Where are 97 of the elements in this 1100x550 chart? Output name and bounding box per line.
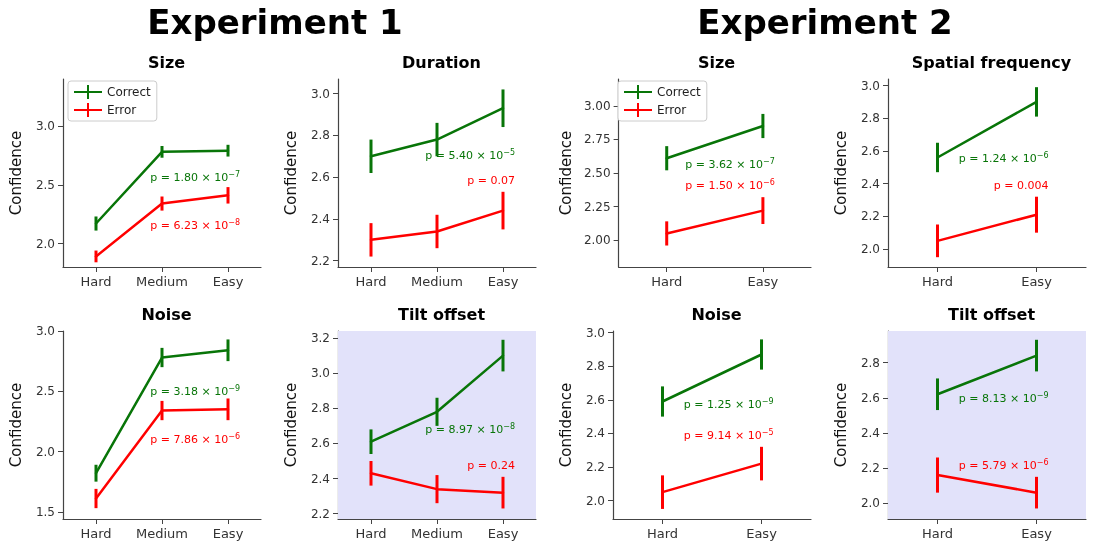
annotation: p = 1.25 × 10$^{−9}$ — [683, 396, 774, 411]
x-tick-label: Hard — [80, 274, 112, 289]
x-tick-label: Medium — [136, 526, 188, 541]
y-axis-title: Confidence — [831, 130, 850, 216]
x-tick-label: Easy — [747, 274, 779, 289]
chart-title: Duration — [402, 52, 481, 72]
y-axis-title: Confidence — [281, 382, 300, 468]
y-axis-title: Confidence — [281, 130, 300, 216]
y-tick-label: 2.00 — [583, 233, 611, 248]
y-tick-label: 2.0 — [860, 496, 880, 511]
y-tick-label: 1.5 — [35, 504, 55, 519]
chart-title: Size — [697, 52, 736, 72]
y-tick-label: 3.0 — [310, 366, 330, 381]
y-tick-label: 2.8 — [310, 401, 330, 416]
x-tick-label: Medium — [136, 274, 188, 289]
x-tick-label: Easy — [1021, 526, 1053, 541]
annotation: p = 6.23 × 10$^{−8}$ — [150, 217, 240, 233]
x-tick-label: Hard — [646, 526, 679, 541]
y-tick-label: 2.2 — [310, 253, 330, 268]
y-tick-label: 2.75 — [583, 132, 611, 147]
y-tick-label: 2.6 — [860, 143, 880, 158]
x-tick-label: Easy — [1021, 274, 1053, 289]
y-tick-label: 2.6 — [310, 170, 330, 185]
y-tick-label: 3.0 — [310, 86, 330, 101]
x-tick-label: Hard — [80, 526, 112, 541]
y-tick-label: 2.50 — [583, 166, 611, 180]
legend-label: Correct — [657, 85, 702, 99]
x-tick-label: Easy — [212, 526, 244, 541]
y-tick-label: 2.6 — [310, 436, 330, 451]
annotation: p = 1.80 × 10$^{−7}$ — [150, 169, 240, 185]
y-tick-label: 2.4 — [310, 471, 330, 486]
annotation: p = 7.86 × 10$^{−6}$ — [150, 431, 240, 446]
y-axis-title: Confidence — [6, 382, 25, 468]
y-tick-label: 2.2 — [310, 506, 330, 521]
legend-label: Error — [107, 103, 137, 117]
annotation: p = 0.004 — [993, 178, 1049, 192]
annotation: p = 3.18 × 10$^{−9}$ — [150, 383, 240, 398]
y-tick-label: 2.4 — [585, 426, 605, 441]
x-tick-label: Medium — [411, 526, 463, 541]
text: Experiment 2 — [696, 2, 954, 42]
annotation: p = 8.13 × 10$^{−9}$ — [958, 390, 1049, 406]
y-tick-label: 2.25 — [583, 199, 611, 214]
y-tick-label: 3.0 — [35, 324, 55, 338]
x-tick-label: Easy — [487, 274, 519, 289]
y-axis-title: Confidence — [831, 382, 850, 468]
y-tick-label: 3.2 — [310, 331, 330, 346]
y-tick-label: 3.00 — [583, 98, 611, 113]
text: Experiment 1 — [146, 2, 404, 42]
annotation: p = 8.97 × 10$^{−8}$ — [425, 421, 515, 437]
x-tick-label: Hard — [921, 274, 954, 289]
y-tick-label: 2.5 — [35, 177, 55, 192]
y-tick-label: 3.0 — [35, 119, 55, 133]
annotation: p = 1.24 × 10$^{−6}$ — [958, 150, 1049, 165]
y-tick-label: 2.2 — [860, 461, 880, 476]
y-tick-label: 2.6 — [860, 390, 880, 405]
y-tick-label: 2.2 — [860, 209, 880, 224]
x-tick-label: Hard — [355, 526, 387, 541]
y-tick-label: 2.5 — [35, 384, 55, 399]
x-tick-label: Medium — [411, 274, 463, 289]
annotation: p = 3.62 × 10$^{−7}$ — [685, 156, 775, 172]
chart-title: Noise — [141, 304, 192, 324]
y-tick-label: 3.0 — [585, 325, 605, 340]
chart-title: Noise — [691, 304, 742, 324]
chart-title: Tilt offset — [397, 304, 486, 324]
legend-label: Correct — [107, 85, 152, 99]
y-tick-label: 2.0 — [35, 236, 55, 251]
x-tick-label: Hard — [921, 526, 954, 541]
y-tick-label: 2.0 — [860, 242, 880, 257]
y-tick-label: 2.4 — [310, 211, 330, 226]
y-tick-label: 2.0 — [585, 493, 605, 508]
y-tick-label: 2.8 — [860, 355, 880, 370]
y-tick-label: 2.4 — [860, 176, 880, 191]
y-axis-title: Confidence — [6, 130, 25, 216]
y-tick-label: 2.4 — [860, 425, 880, 440]
x-tick-label: Easy — [212, 274, 244, 289]
chart-title: Spatial frequency — [911, 52, 1072, 72]
y-tick-label: 2.8 — [860, 111, 880, 126]
chart-title: Size — [147, 52, 186, 72]
y-tick-label: 2.2 — [585, 459, 605, 474]
annotation: p = 5.79 × 10$^{−6}$ — [958, 457, 1049, 473]
x-tick-label: Easy — [487, 526, 519, 541]
y-tick-label: 2.8 — [310, 128, 330, 143]
y-tick-label: 3.0 — [860, 78, 880, 93]
y-tick-label: 2.0 — [35, 444, 55, 459]
chart-title: Tilt offset — [947, 304, 1036, 324]
legend-label: Error — [657, 103, 687, 117]
x-tick-label: Hard — [651, 274, 683, 289]
y-axis-title: Confidence — [556, 382, 575, 468]
x-tick-label: Easy — [746, 526, 778, 541]
annotation: p = 9.14 × 10$^{−5}$ — [683, 427, 774, 443]
annotation: p = 1.50 × 10$^{−6}$ — [685, 177, 775, 193]
y-tick-label: 2.6 — [585, 392, 605, 407]
annotation: p = 0.24 — [467, 458, 515, 472]
annotation: p = 0.07 — [467, 173, 515, 187]
y-tick-label: 2.8 — [585, 359, 605, 374]
x-tick-label: Hard — [355, 274, 387, 289]
y-axis-title: Confidence — [556, 130, 575, 216]
